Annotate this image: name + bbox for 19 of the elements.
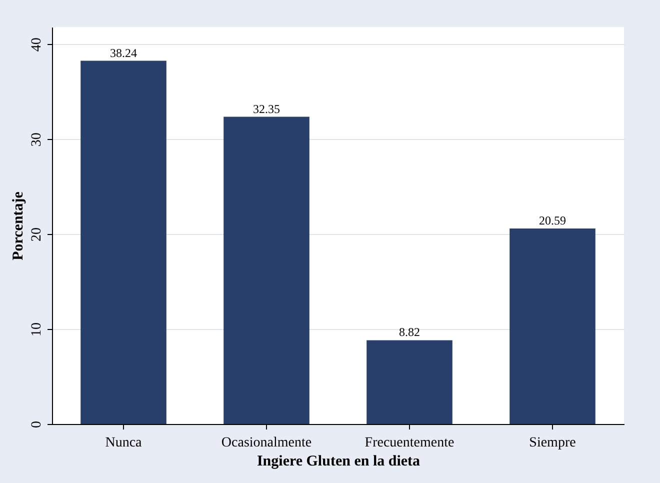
data-label: 32.35 xyxy=(253,102,280,116)
y-tick-label: 10 xyxy=(30,322,44,337)
bar xyxy=(366,340,452,424)
bar xyxy=(80,60,166,424)
x-tick-label: Nunca xyxy=(105,436,143,450)
x-tick-label: Siempre xyxy=(529,436,576,450)
y-tick-label: 0 xyxy=(30,421,44,428)
x-tick-label: Frecuentemente xyxy=(364,436,454,450)
data-label: 20.59 xyxy=(539,213,566,228)
x-tick-label: Ocasionalmente xyxy=(221,436,312,450)
bar xyxy=(224,116,310,424)
x-axis-title: Ingiere Gluten en la dieta xyxy=(256,454,421,470)
y-tick-label: 20 xyxy=(30,228,44,242)
y-axis-title: Porcentaje xyxy=(10,191,26,260)
y-tick-label: 30 xyxy=(30,132,44,147)
data-label: 8.82 xyxy=(399,325,420,340)
data-label: 38.24 xyxy=(110,46,137,60)
y-tick-label: 40 xyxy=(30,38,44,52)
bar xyxy=(510,228,596,424)
